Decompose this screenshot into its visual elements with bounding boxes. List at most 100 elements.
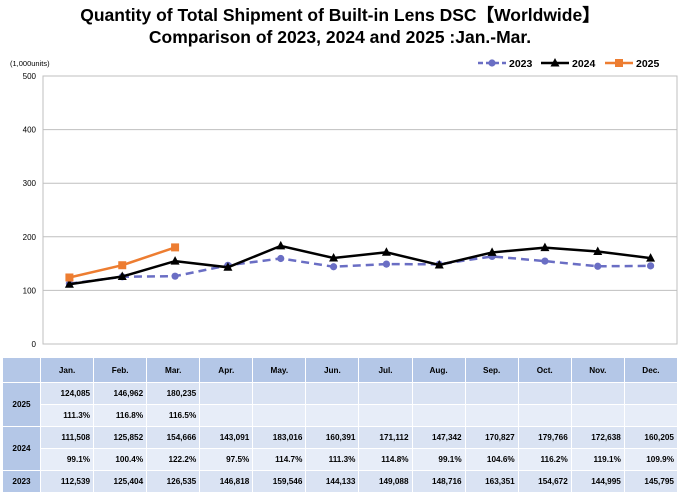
month-header: Jan. xyxy=(39,357,95,383)
series-2024 xyxy=(64,240,656,288)
cell-2024-ratio: 97.5% xyxy=(199,448,254,471)
month-header: Oct. xyxy=(517,357,572,383)
cell-2023-value: 126,535 xyxy=(146,470,201,493)
cell-2025-ratio xyxy=(358,404,413,427)
series-line-2024 xyxy=(69,244,651,286)
cell-2025-value xyxy=(517,382,572,405)
point-2023 xyxy=(329,263,338,271)
y-tick-label: 0 xyxy=(32,340,37,349)
cell-2025-ratio xyxy=(199,404,254,427)
cell-2024-ratio: 114.8% xyxy=(358,448,413,471)
chart-subtitle: Comparison of 2023, 2024 and 2025 :Jan.-… xyxy=(148,27,532,47)
point-2025 xyxy=(171,243,180,252)
cell-2023-value: 148,716 xyxy=(411,470,466,493)
row-label-2023: 2023 xyxy=(2,470,41,493)
point-2024 xyxy=(276,240,286,250)
point-2025 xyxy=(65,273,74,282)
cell-2025-ratio xyxy=(252,404,307,427)
cell-2024-value: 179,766 xyxy=(517,426,572,449)
month-header: Sep. xyxy=(464,357,519,383)
cell-2025-ratio xyxy=(570,404,625,427)
point-2024 xyxy=(540,242,550,252)
point-2024 xyxy=(64,279,74,288)
legend-label-2023: 2023 xyxy=(509,58,533,70)
cell-2025-ratio: 116.5% xyxy=(146,404,201,427)
month-header: May. xyxy=(252,357,307,383)
point-2024 xyxy=(434,260,444,269)
cell-2024-ratio: 100.4% xyxy=(93,448,148,471)
month-header: Feb. xyxy=(93,357,148,383)
cell-2024-value: 183,016 xyxy=(252,426,307,449)
point-2025 xyxy=(118,261,127,270)
point-2023 xyxy=(382,260,391,268)
month-header: Aug. xyxy=(411,357,466,383)
cell-2024-ratio: 116.2% xyxy=(517,448,572,471)
cell-2025-value xyxy=(464,382,519,405)
cell-2025-value xyxy=(199,382,254,405)
point-2023 xyxy=(171,272,179,280)
series-line-2023 xyxy=(69,255,651,285)
cell-2024-ratio: 99.1% xyxy=(411,448,466,471)
cell-2024-value: 171,112 xyxy=(358,426,413,449)
cell-2024-value: 125,852 xyxy=(93,426,148,449)
cell-2024-value: 160,205 xyxy=(623,426,679,449)
cell-2025-value: 180,235 xyxy=(146,382,201,405)
month-header: Apr. xyxy=(199,357,254,383)
month-header: Dec. xyxy=(623,357,679,383)
series-layer xyxy=(64,240,656,288)
point-2024 xyxy=(646,253,656,262)
point-2023 xyxy=(594,262,602,270)
point-2024 xyxy=(381,247,391,256)
unit-label: (1,000units) xyxy=(10,59,50,68)
cell-2023-value: 146,818 xyxy=(199,470,254,493)
point-2024 xyxy=(487,247,497,256)
legend: 2023 2024 2025 xyxy=(478,58,660,70)
point-2024 xyxy=(329,253,339,262)
cell-2024-value: 111,508 xyxy=(39,426,95,449)
month-header: Jul. xyxy=(358,357,413,383)
cell-2023-value: 149,088 xyxy=(358,470,413,493)
month-header: Mar. xyxy=(146,357,201,383)
table-row-2024-ratio: 99.1% 100.4% 122.2% 97.5% 114.7% 111.3% 114.8%… xyxy=(3,448,679,471)
data-table: Jan. Feb. Mar. Apr. May. Jun. Jul. Aug. Sep. Oct.… xyxy=(2,357,679,493)
cell-2025-value xyxy=(411,382,466,405)
cell-2024-value: 172,638 xyxy=(570,426,625,449)
point-2024 xyxy=(593,246,603,255)
cell-2023-value: 163,351 xyxy=(464,470,519,493)
cell-2024-value: 154,666 xyxy=(146,426,201,449)
plot-area xyxy=(42,75,678,345)
y-tick-label: 200 xyxy=(23,233,37,242)
cell-2024-ratio: 122.2% xyxy=(146,448,201,471)
cell-2025-ratio xyxy=(517,404,572,427)
cell-2024-ratio: 104.6% xyxy=(464,448,519,471)
cell-2025-ratio: 116.8% xyxy=(93,404,148,427)
legend-label-2024: 2024 xyxy=(572,58,596,70)
cell-2024-value: 160,391 xyxy=(305,426,360,449)
cell-2024-value: 143,091 xyxy=(199,426,254,449)
cell-2023-value: 154,672 xyxy=(517,470,572,493)
cell-2025-value xyxy=(623,382,679,405)
cell-2024-value: 147,342 xyxy=(411,426,466,449)
point-2024 xyxy=(117,271,127,281)
point-2025 xyxy=(615,59,623,67)
table-row-2023-values: 2023 112,539 125,404 126,535 146,818 159,546… xyxy=(2,470,679,493)
cell-2024-ratio: 114.7% xyxy=(252,448,307,471)
cell-2025-value xyxy=(358,382,413,405)
cell-2025-ratio: 111.3% xyxy=(39,404,95,427)
y-tick-label: 400 xyxy=(23,126,37,135)
y-axis: 0 100 200 300 400 500 xyxy=(23,72,37,349)
point-2023 xyxy=(277,254,285,263)
gridlines xyxy=(43,129,677,291)
row-label-2024: 2024 xyxy=(2,426,41,471)
cell-2025-value xyxy=(305,382,360,405)
cell-2023-value: 112,539 xyxy=(39,470,95,493)
y-tick-label: 500 xyxy=(23,72,37,81)
cell-2024-ratio: 111.3% xyxy=(305,448,360,471)
table-row-2025-values: 2025 124,085 146,962 180,235 xyxy=(2,382,679,427)
table-corner xyxy=(2,357,41,383)
series-2023 xyxy=(65,252,655,288)
chart-title: Quantity of Total Shipment of Built-in L… xyxy=(80,5,600,25)
point-2023 xyxy=(488,59,496,67)
point-2023 xyxy=(646,262,655,270)
